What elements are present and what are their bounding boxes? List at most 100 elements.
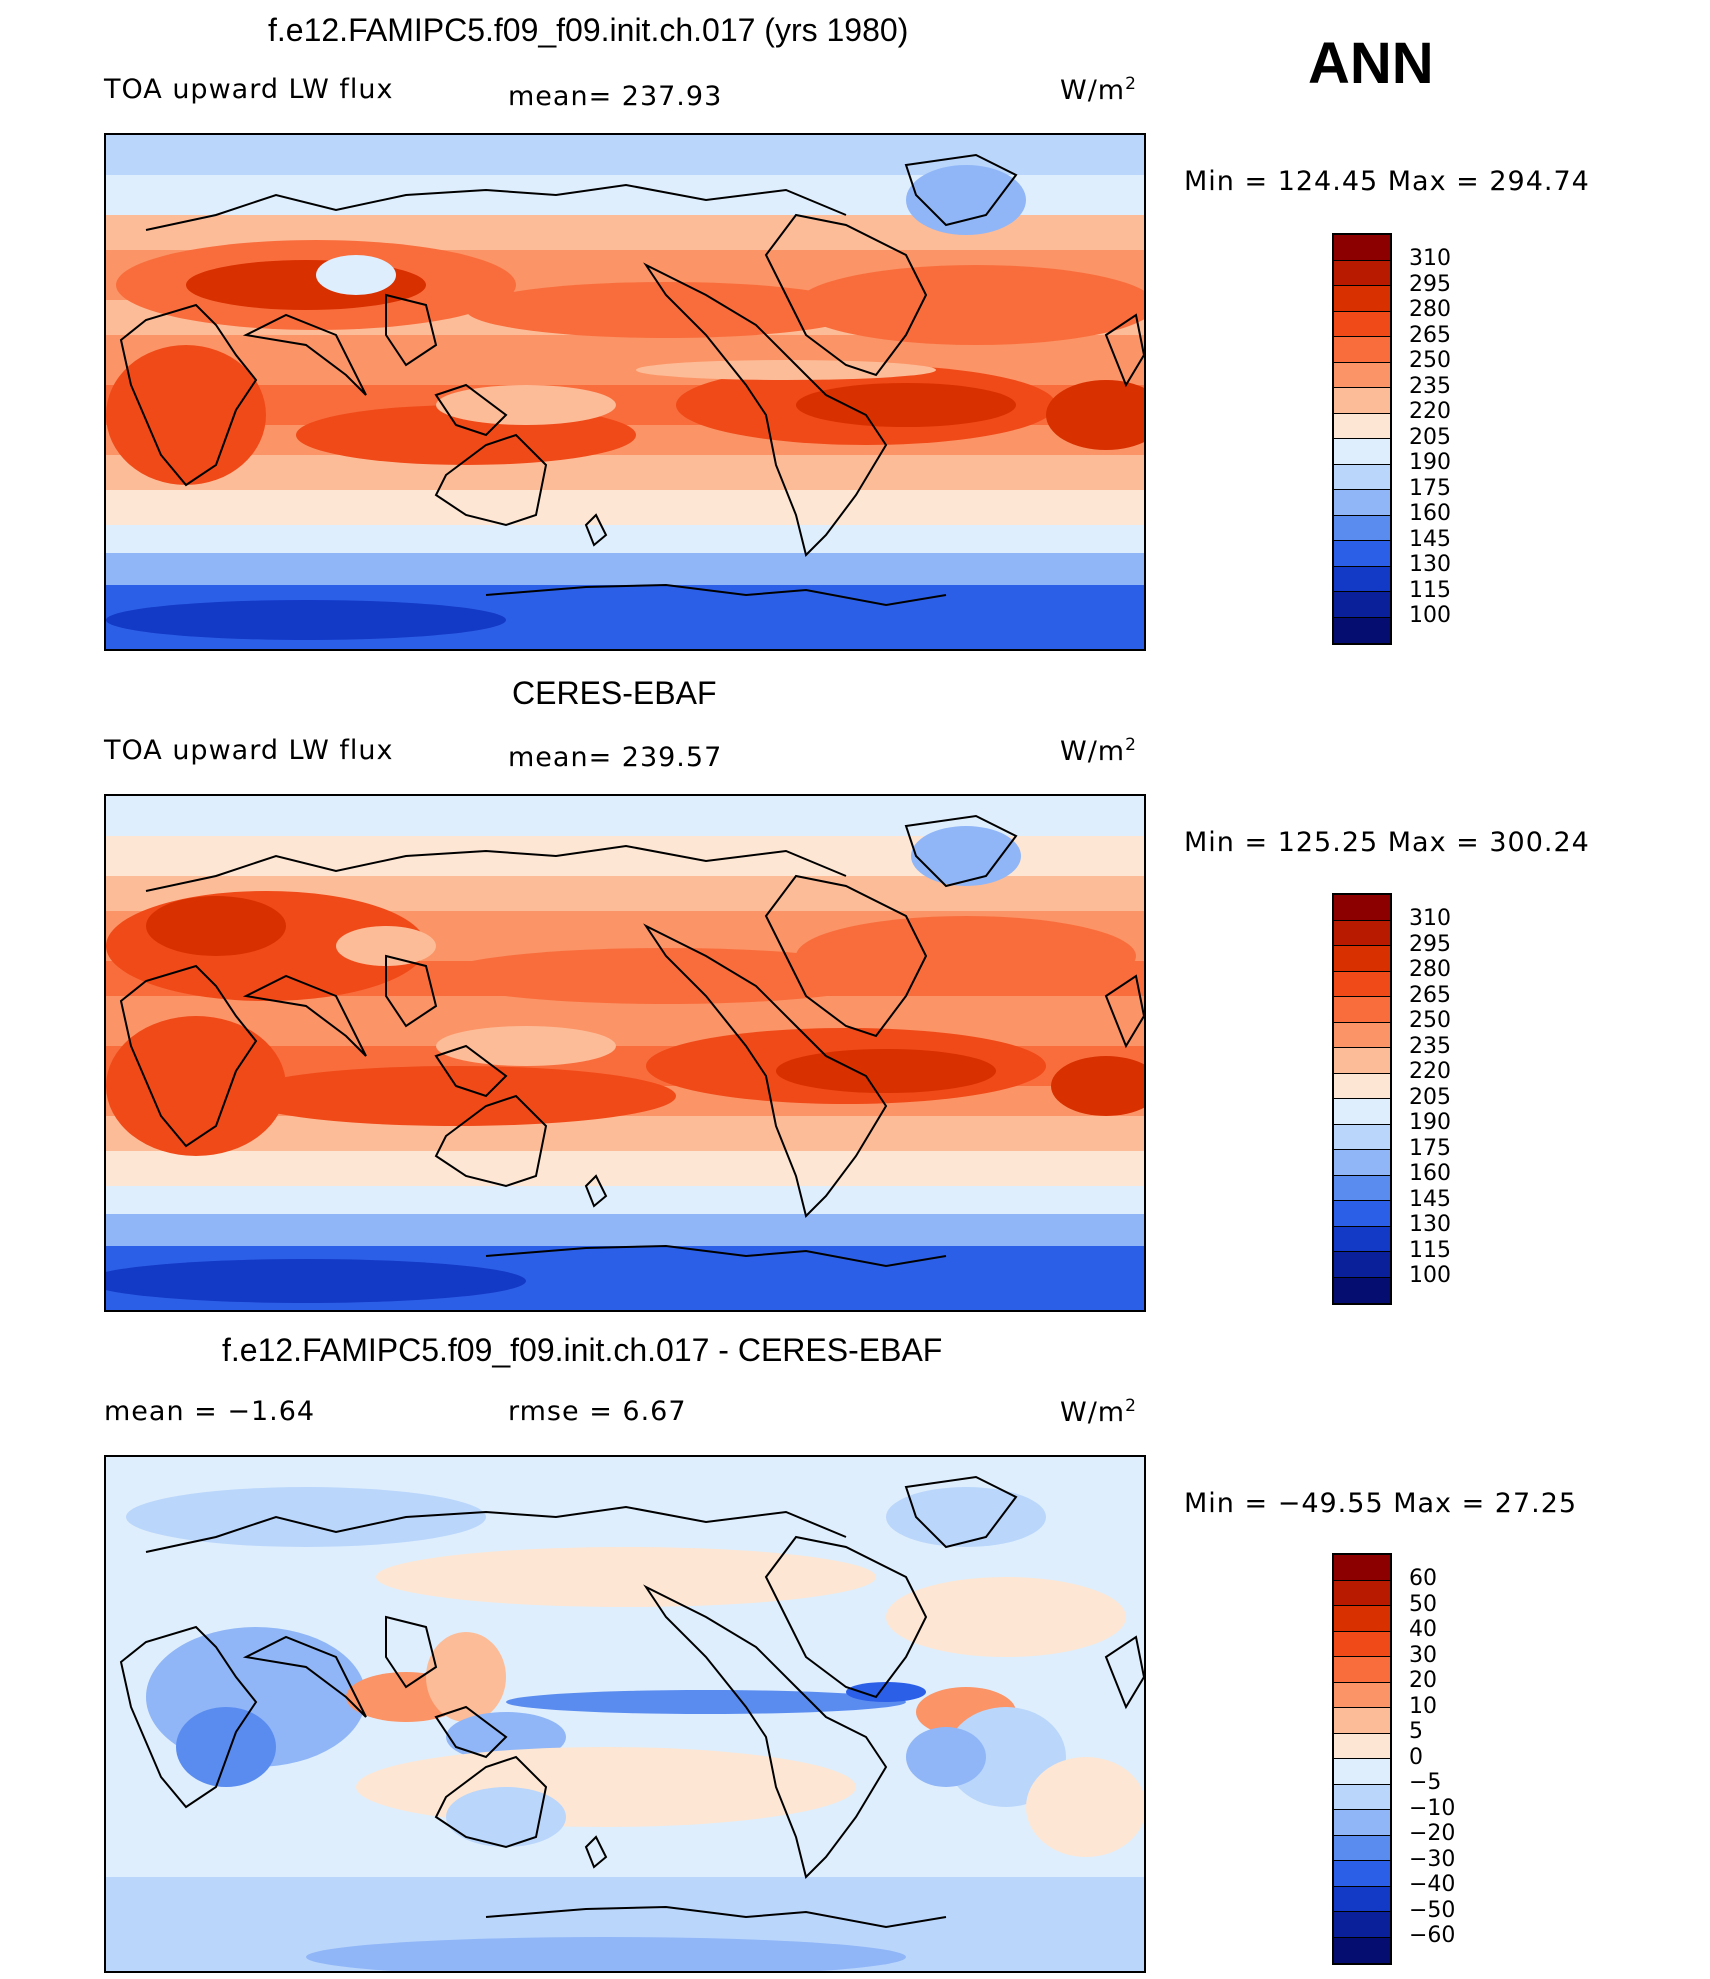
colorbar-tick-label: 250 <box>1409 348 1451 373</box>
colorbar-cell <box>1334 388 1390 414</box>
colorbar-cell <box>1334 439 1390 465</box>
colorbar-tick-label: 60 <box>1409 1566 1437 1591</box>
colorbar-cell <box>1334 235 1390 261</box>
panel-3-map <box>104 1455 1146 1973</box>
colorbar-cell <box>1334 1226 1390 1252</box>
colorbar-tick-label: 115 <box>1409 1237 1451 1263</box>
colorbar-tick-label: 190 <box>1409 1110 1451 1135</box>
colorbar-tick-label: 145 <box>1409 526 1451 552</box>
colorbar-tick-label: 160 <box>1409 501 1451 526</box>
colorbar-cell <box>1334 1124 1390 1150</box>
colorbar-cell <box>1334 1861 1390 1887</box>
panel-1-mean-label: mean= 237.93 <box>508 81 723 112</box>
colorbar-cell <box>1334 490 1390 516</box>
colorbar-cell <box>1334 362 1390 388</box>
colorbar-cell <box>1334 1150 1390 1176</box>
season-label: ANN <box>1308 31 1434 96</box>
colorbar-cell <box>1334 920 1390 946</box>
panel-1-colorbar <box>1332 233 1392 645</box>
colorbar-cell <box>1334 1277 1390 1303</box>
panel-2-variable-label: TOA upward LW flux <box>104 735 394 766</box>
colorbar-tick-label: 50 <box>1409 1591 1437 1617</box>
colorbar-cell <box>1334 592 1390 618</box>
panel-3-minmax: Min = −49.55 Max = 27.25 <box>1184 1488 1578 1519</box>
colorbar-tick-label: −50 <box>1409 1897 1456 1923</box>
colorbar-cell <box>1334 566 1390 592</box>
colorbar-tick-label: 40 <box>1409 1617 1437 1642</box>
panel-2-colorbar <box>1332 893 1392 1305</box>
colorbar-tick-label: −20 <box>1409 1821 1456 1846</box>
colorbar-tick-label: 280 <box>1409 297 1451 322</box>
colorbar-cell <box>1334 1048 1390 1074</box>
colorbar-cell <box>1334 286 1390 312</box>
colorbar-cell <box>1334 1682 1390 1708</box>
colorbar-tick-label: 205 <box>1409 1084 1451 1110</box>
colorbar-tick-label: 265 <box>1409 982 1451 1008</box>
panel-1-units: W/m2 <box>1060 74 1137 106</box>
colorbar-tick-label: 310 <box>1409 246 1451 271</box>
colorbar-tick-label: 100 <box>1409 1263 1451 1288</box>
colorbar-cell <box>1334 1099 1390 1125</box>
panel-3-rmse-label: rmse = 6.67 <box>508 1396 687 1427</box>
colorbar-tick-label: 115 <box>1409 577 1451 603</box>
colorbar-tick-label: −5 <box>1409 1770 1442 1795</box>
colorbar-tick-label: 160 <box>1409 1161 1451 1186</box>
colorbar-tick-label: −60 <box>1409 1923 1456 1948</box>
colorbar-tick-label: 175 <box>1409 1135 1451 1161</box>
colorbar-tick-label: 235 <box>1409 373 1451 399</box>
colorbar-tick-label: 310 <box>1409 906 1451 931</box>
colorbar-cell <box>1334 311 1390 337</box>
colorbar-cell <box>1334 617 1390 643</box>
panel-2-units: W/m2 <box>1060 735 1137 767</box>
colorbar-tick-label: 145 <box>1409 1186 1451 1212</box>
panel-3-colorbar <box>1332 1553 1392 1965</box>
colorbar-cell <box>1334 1555 1390 1581</box>
colorbar-cell <box>1334 1022 1390 1048</box>
colorbar-tick-label: 10 <box>1409 1693 1437 1719</box>
colorbar-tick-label: 130 <box>1409 1212 1451 1237</box>
colorbar-cell <box>1334 1631 1390 1657</box>
colorbar-tick-label: 220 <box>1409 1059 1451 1084</box>
colorbar-cell <box>1334 515 1390 541</box>
colorbar-tick-label: 0 <box>1409 1744 1423 1770</box>
colorbar-tick-label: 205 <box>1409 424 1451 450</box>
colorbar-tick-label: 250 <box>1409 1008 1451 1033</box>
colorbar-tick-label: 130 <box>1409 552 1451 577</box>
colorbar-cell <box>1334 260 1390 286</box>
colorbar-tick-label: 235 <box>1409 1033 1451 1059</box>
panel-2-map <box>104 794 1146 1312</box>
panel-3-map-svg <box>106 1457 1144 1971</box>
panel-1-map <box>104 133 1146 651</box>
colorbar-cell <box>1334 1784 1390 1810</box>
colorbar-cell <box>1334 413 1390 439</box>
colorbar-cell <box>1334 464 1390 490</box>
colorbar-tick-label: −10 <box>1409 1795 1456 1821</box>
colorbar-cell <box>1334 1759 1390 1785</box>
colorbar-cell <box>1334 1810 1390 1836</box>
colorbar-cell <box>1334 1835 1390 1861</box>
colorbar-cell <box>1334 541 1390 567</box>
panel-3-colorbar-labels: 60 50 40 30 20 10 5 0 −5 −10 −20 −30 −40… <box>1409 1566 1455 1949</box>
panel-2-colorbar-labels: 310 295 280 265 250 235 220 205 190 175 … <box>1409 906 1451 1289</box>
colorbar-tick-label: 175 <box>1409 475 1451 501</box>
panel-1-minmax: Min = 124.45 Max = 294.74 <box>1184 166 1590 197</box>
colorbar-tick-label: 190 <box>1409 450 1451 475</box>
colorbar-cell <box>1334 1886 1390 1912</box>
panel-3-mean-label: mean = −1.64 <box>104 1396 316 1427</box>
colorbar-cell <box>1334 1201 1390 1227</box>
panel-3-title: f.e12.FAMIPC5.f09_f09.init.ch.017 - CERE… <box>222 1332 943 1368</box>
colorbar-tick-label: 5 <box>1409 1719 1423 1744</box>
colorbar-tick-label: 265 <box>1409 322 1451 348</box>
colorbar-tick-label: 280 <box>1409 957 1451 982</box>
colorbar-tick-label: 220 <box>1409 399 1451 424</box>
colorbar-tick-label: −30 <box>1409 1846 1456 1872</box>
colorbar-cell <box>1334 1606 1390 1632</box>
colorbar-cell <box>1334 1708 1390 1734</box>
colorbar-cell <box>1334 1073 1390 1099</box>
panel-2-title: CERES-EBAF <box>512 675 717 711</box>
colorbar-cell <box>1334 1733 1390 1759</box>
colorbar-cell <box>1334 1912 1390 1938</box>
panel-1-title: f.e12.FAMIPC5.f09_f09.init.ch.017 (yrs 1… <box>268 12 909 48</box>
colorbar-tick-label: 20 <box>1409 1668 1437 1693</box>
colorbar-tick-label: 30 <box>1409 1642 1437 1668</box>
